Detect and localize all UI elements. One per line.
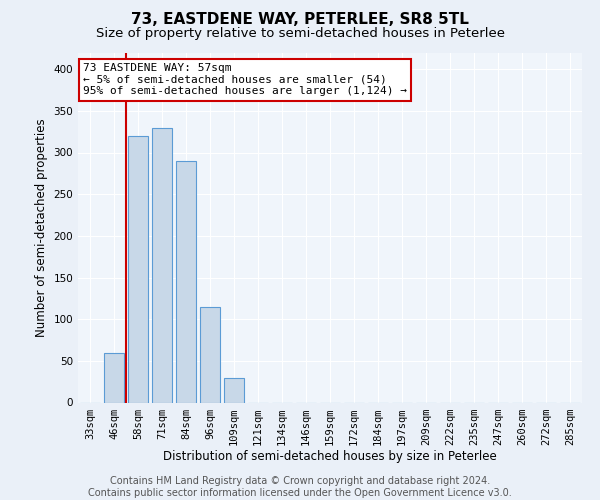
Bar — [104, 352, 124, 403]
Bar — [176, 161, 196, 402]
Text: 73 EASTDENE WAY: 57sqm
← 5% of semi-detached houses are smaller (54)
95% of semi: 73 EASTDENE WAY: 57sqm ← 5% of semi-deta… — [83, 63, 407, 96]
Bar — [224, 378, 244, 402]
Bar — [152, 128, 172, 402]
Bar — [200, 306, 220, 402]
Text: Size of property relative to semi-detached houses in Peterlee: Size of property relative to semi-detach… — [95, 28, 505, 40]
Text: 73, EASTDENE WAY, PETERLEE, SR8 5TL: 73, EASTDENE WAY, PETERLEE, SR8 5TL — [131, 12, 469, 28]
Text: Contains HM Land Registry data © Crown copyright and database right 2024.
Contai: Contains HM Land Registry data © Crown c… — [88, 476, 512, 498]
Bar — [128, 136, 148, 402]
Y-axis label: Number of semi-detached properties: Number of semi-detached properties — [35, 118, 48, 337]
X-axis label: Distribution of semi-detached houses by size in Peterlee: Distribution of semi-detached houses by … — [163, 450, 497, 464]
